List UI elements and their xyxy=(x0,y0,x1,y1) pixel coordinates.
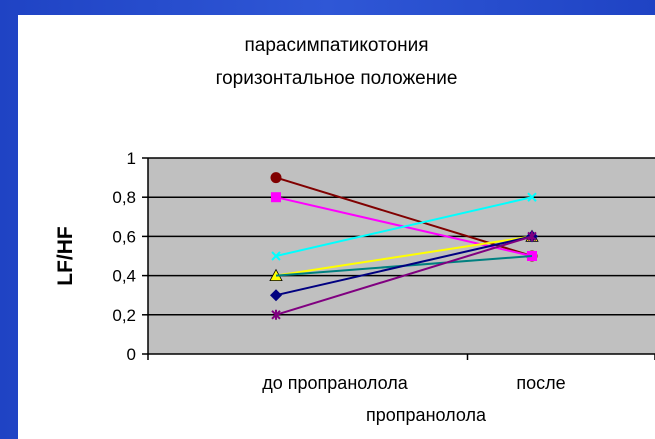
data-point xyxy=(271,251,281,261)
x-category-label: после xyxy=(516,373,565,393)
chart-panel: парасимпатикотония горизонтальное положе… xyxy=(18,15,655,439)
x-category-label: пропранолола xyxy=(366,405,487,425)
series-line xyxy=(275,235,533,277)
data-point xyxy=(271,309,281,320)
y-tick-label: 1 xyxy=(127,149,136,168)
y-tick-label: 0,2 xyxy=(112,306,136,325)
data-point xyxy=(270,289,282,302)
data-point xyxy=(527,231,537,242)
x-category-label: до пропранолола xyxy=(262,373,408,393)
chart-title-line-2: горизонтальное положение xyxy=(215,68,458,89)
series-line xyxy=(275,196,533,257)
y-tick-label: 0,8 xyxy=(112,188,136,207)
data-point xyxy=(271,192,281,203)
y-tick-label: 0,6 xyxy=(112,227,136,246)
line-chart: 0 0,2 0,4 0,6 0,8 1 LF/HF до пропранолола после п… xyxy=(54,149,655,425)
y-tick-label: 0,4 xyxy=(112,267,136,286)
chart-title-line-1: парасимпатикотония xyxy=(244,35,429,56)
y-axis-title: LF/HF xyxy=(54,226,77,286)
y-tick-label: 0 xyxy=(127,345,136,364)
series-line xyxy=(275,235,533,297)
data-point xyxy=(270,172,282,184)
series-line xyxy=(275,235,533,316)
data-point xyxy=(527,192,537,202)
